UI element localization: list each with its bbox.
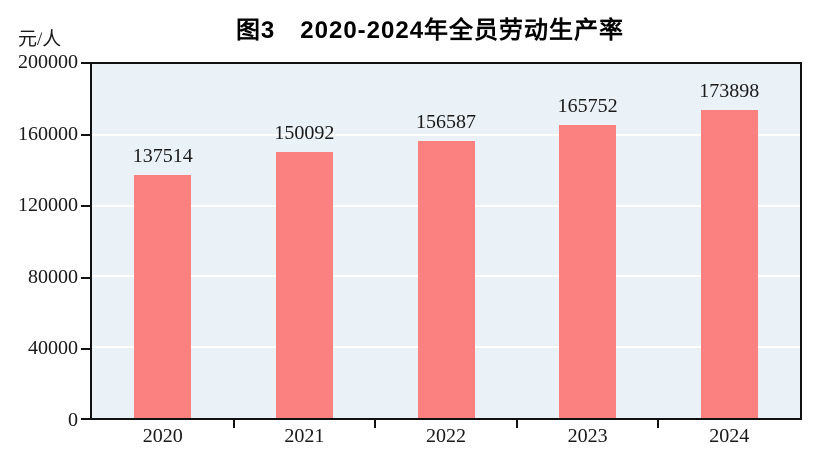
y-axis-tick (81, 418, 90, 420)
x-axis-category-label: 2024 (709, 425, 750, 447)
y-axis-tick-label: 80000 (28, 265, 78, 288)
bar-value-label: 150092 (274, 122, 335, 145)
y-axis-tick-label: 120000 (18, 194, 78, 217)
x-axis-category-label: 2020 (142, 425, 183, 447)
y-axis-unit-label: 元/人 (18, 29, 62, 50)
y-axis-tick-label: 40000 (28, 337, 78, 360)
x-axis-tick (657, 420, 660, 428)
y-axis-tick-label: 160000 (18, 122, 78, 145)
y-axis-tick-label: 200000 (18, 51, 78, 73)
x-axis-category-label: 2023 (567, 425, 608, 447)
plot-area: 137514 150092 156587 165752 173898 (90, 62, 802, 420)
x-axis-tick (374, 420, 377, 428)
bar-value-label: 173898 (699, 80, 760, 103)
y-axis-tick (81, 205, 90, 208)
x-axis-tick (232, 420, 235, 428)
chart-title: 图3 2020-2024年全员劳动生产率 (235, 17, 625, 44)
y-axis-tick (81, 348, 90, 351)
gridline (92, 133, 800, 136)
bar-value-label: 165752 (557, 94, 618, 117)
x-axis-category-label: 2022 (426, 425, 466, 447)
y-axis-tick-label: 0 (68, 409, 78, 431)
bar-2021 (275, 152, 333, 418)
bar-value-label: 137514 (132, 144, 193, 167)
y-axis-tick (81, 133, 90, 136)
x-axis-tick (515, 420, 518, 428)
bar-2024 (700, 110, 758, 418)
y-axis-tick (81, 62, 90, 64)
y-axis-tick (81, 276, 90, 279)
bar-2022 (417, 140, 475, 418)
bar-2020 (134, 174, 192, 418)
x-axis-category-label: 2021 (284, 425, 325, 447)
bar-2023 (559, 124, 617, 418)
bar-value-label: 156587 (416, 110, 476, 133)
